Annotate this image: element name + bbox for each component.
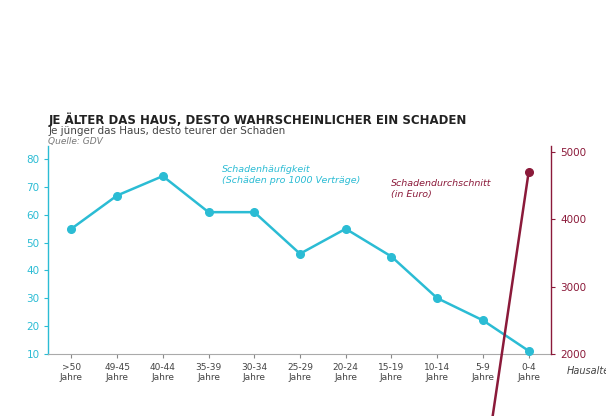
Text: Quelle: GDV: Quelle: GDV bbox=[48, 136, 103, 146]
Text: Je jünger das Haus, desto teurer der Schaden: Je jünger das Haus, desto teurer der Sch… bbox=[48, 126, 286, 136]
Text: Schadenhäufigkeit
(Schäden pro 1000 Verträge): Schadenhäufigkeit (Schäden pro 1000 Vert… bbox=[222, 165, 361, 185]
Text: JE ÄLTER DAS HAUS, DESTO WAHRSCHEINLICHER EIN SCHADEN: JE ÄLTER DAS HAUS, DESTO WAHRSCHEINLICHE… bbox=[48, 112, 467, 127]
Text: Hausalter: Hausalter bbox=[567, 366, 606, 376]
Text: Schadendurchschnitt
(in Euro): Schadendurchschnitt (in Euro) bbox=[391, 179, 492, 199]
